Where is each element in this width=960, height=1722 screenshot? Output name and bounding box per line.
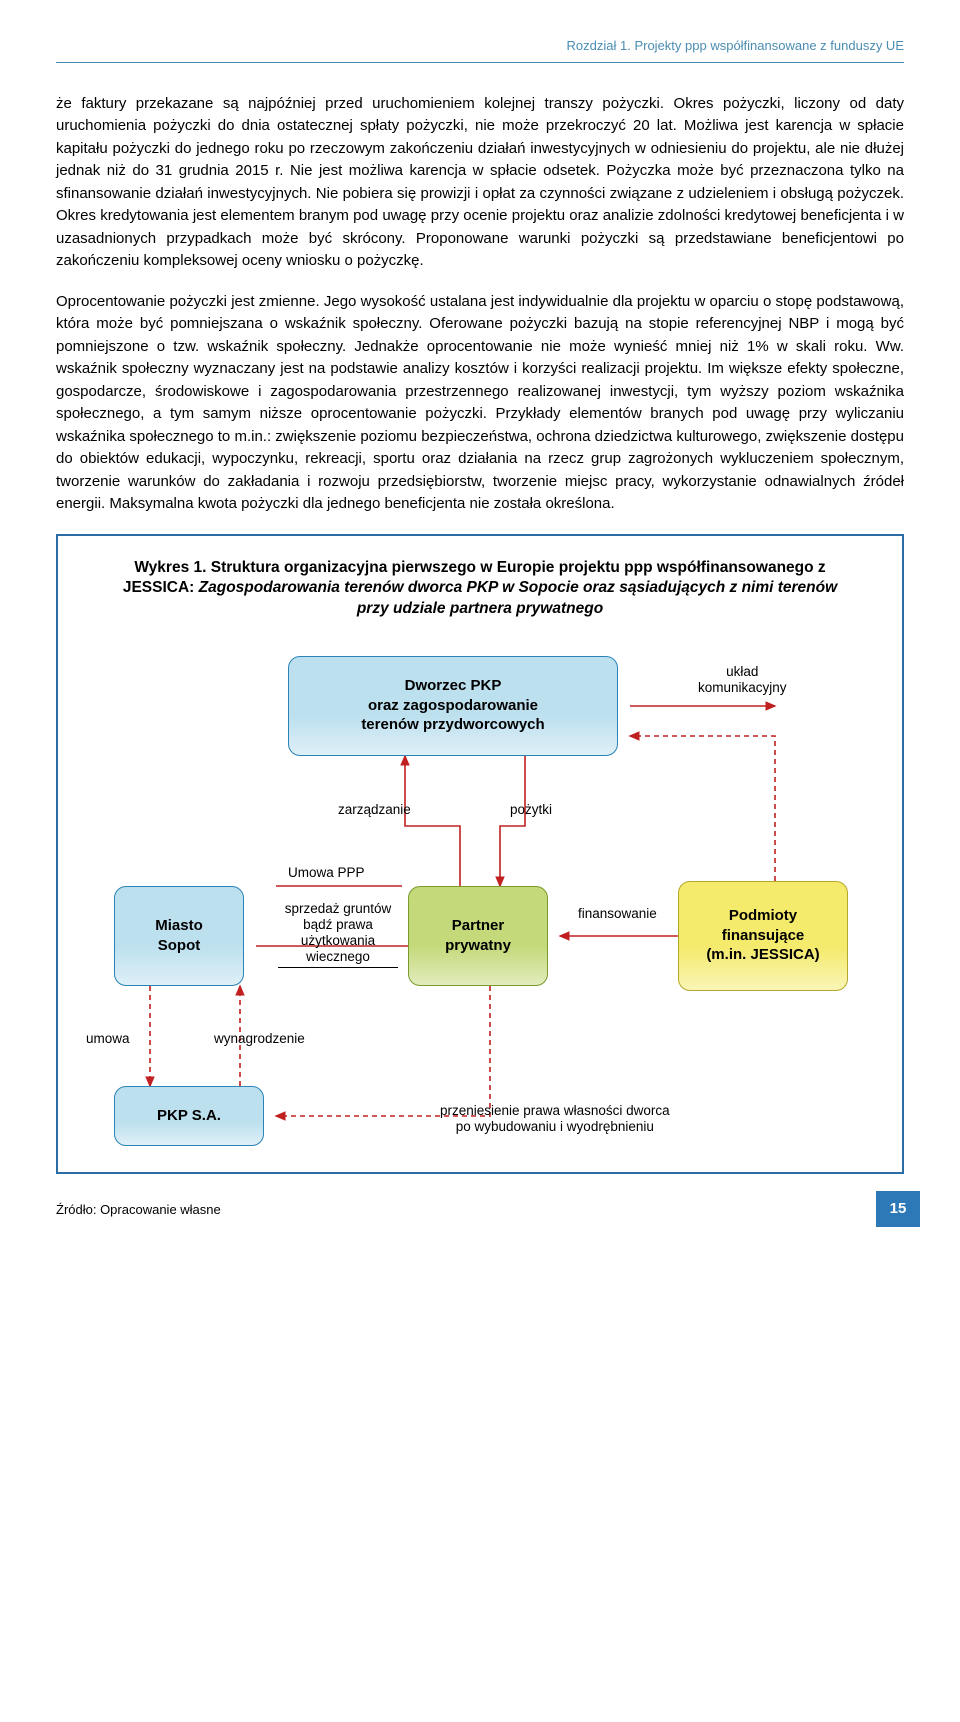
header-text: Rozdział 1. Projekty ppp współfinansowan… [567, 38, 904, 53]
node-text: Sopot [155, 936, 203, 956]
chart-canvas: Dworzec PKP oraz zagospodarowanie terenó… [58, 656, 902, 1156]
node-dworzec: Dworzec PKP oraz zagospodarowanie terenó… [288, 656, 618, 756]
node-miasto: Miasto Sopot [114, 886, 244, 986]
chart-source: Źródło: Opracowanie własne [56, 1200, 904, 1220]
label-przeniesienie: przeniesienie prawa własności dworca po … [440, 1103, 670, 1135]
node-text: Miasto [155, 916, 203, 936]
chart-title-b: Zagospodarowania terenów dworca PKP w So… [199, 579, 838, 617]
chart-title: Wykres 1. Struktura organizacyjna pierws… [80, 558, 880, 621]
node-text: finansujące [706, 926, 819, 946]
chart-container: Wykres 1. Struktura organizacyjna pierws… [56, 534, 904, 1174]
label-umowa: umowa [86, 1031, 130, 1047]
label-zarzadzanie: zarządzanie [338, 802, 411, 818]
paragraph-2: Oprocentowanie pożyczki jest zmienne. Je… [56, 291, 904, 516]
label-umowa-ppp: Umowa PPP [288, 865, 365, 881]
page-header: Rozdział 1. Projekty ppp współfinansowan… [56, 36, 904, 63]
node-text: Partner [445, 916, 511, 936]
label-wynagrodzenie: wynagrodzenie [214, 1031, 305, 1047]
paragraph-1: że faktury przekazane są najpóźniej prze… [56, 93, 904, 273]
label-sprzedaz: sprzedaż gruntów bądź prawa użytkowania … [278, 901, 398, 969]
label-uklad: układ komunikacyjny [698, 664, 787, 696]
node-text: Dworzec PKP [361, 676, 544, 696]
node-partner: Partner prywatny [408, 886, 548, 986]
label-pozytki: pożytki [510, 802, 552, 818]
label-finansowanie: finansowanie [578, 906, 657, 922]
node-text: prywatny [445, 936, 511, 956]
node-text: (m.in. JESSICA) [706, 945, 819, 965]
node-pkp: PKP S.A. [114, 1086, 264, 1146]
node-text: terenów przydworcowych [361, 715, 544, 735]
node-text: oraz zagospodarowanie [361, 696, 544, 716]
page-number: 15 [876, 1191, 920, 1227]
node-podmioty: Podmioty finansujące (m.in. JESSICA) [678, 881, 848, 991]
node-text: Podmioty [706, 906, 819, 926]
node-text: PKP S.A. [157, 1106, 221, 1126]
